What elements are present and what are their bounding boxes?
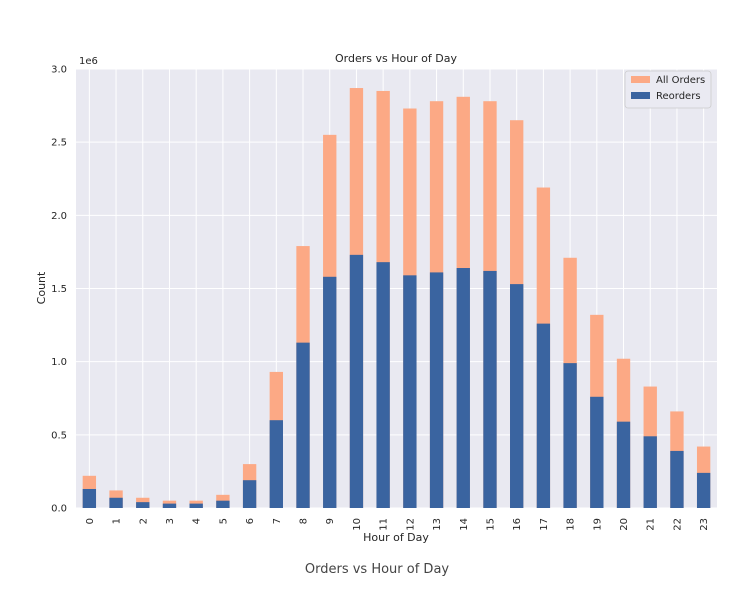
y-axis-label: Count <box>35 271 48 304</box>
bar-reorders <box>162 503 177 508</box>
legend-label-all-orders: All Orders <box>656 75 705 86</box>
y-tick-label: 2.0 <box>51 211 67 222</box>
legend: All Orders Reorders <box>624 70 712 109</box>
bar-reorders <box>536 323 551 508</box>
bar-reorders <box>136 502 150 508</box>
bar-reorders <box>616 421 631 508</box>
figure-caption: Orders vs Hour of Day <box>304 562 450 577</box>
bar-reorders <box>242 480 257 508</box>
x-tick-label: 15 <box>485 518 496 531</box>
bar-reorders <box>670 450 684 508</box>
y-tick-label: 3.0 <box>51 65 67 76</box>
x-tick-label: 1 <box>112 518 123 524</box>
x-tick-label: 21 <box>646 518 657 531</box>
x-axis-label: Hour of Day <box>363 531 429 544</box>
x-tick-label: 7 <box>272 518 283 524</box>
bar-reorders <box>510 284 524 508</box>
bar-reorders <box>323 276 337 508</box>
x-tick-label: 22 <box>672 518 683 531</box>
x-tick-label: 6 <box>245 518 256 524</box>
legend-swatch-reorders <box>631 92 650 99</box>
y-tick-label: 1.5 <box>51 284 67 295</box>
x-tick-label: 13 <box>432 518 443 531</box>
x-tick-labels: 0 1 2 3 4 5 6 7 8 9 10 11 12 13 14 15 16 17 18 19 20 21 22 23 <box>85 518 710 531</box>
bar-reorders <box>563 363 577 508</box>
x-tick-label: 9 <box>325 518 336 524</box>
y-tick-label: 2.5 <box>51 138 67 149</box>
bar-reorders <box>590 396 604 508</box>
y-tick-label: 1.0 <box>51 357 67 368</box>
x-tick-label: 19 <box>592 518 603 531</box>
x-tick-label: 17 <box>539 518 550 531</box>
x-tick-label: 11 <box>379 518 390 531</box>
bar-reorders <box>82 488 97 508</box>
x-tick-label: 20 <box>619 518 630 531</box>
x-tick-label: 5 <box>218 518 229 524</box>
x-tick-label: 0 <box>85 518 96 524</box>
x-tick-label: 12 <box>405 518 416 531</box>
y-gridlines <box>76 68 717 509</box>
bar-reorders <box>216 500 230 508</box>
bar-reorders <box>269 420 283 508</box>
x-tick-label: 16 <box>512 518 523 531</box>
x-tick-label: 2 <box>138 518 149 524</box>
bars <box>82 88 711 509</box>
x-tick-label: 4 <box>192 518 203 524</box>
bar-reorders <box>483 270 497 508</box>
x-tick-label: 10 <box>352 518 363 531</box>
chart-title: Orders vs Hour of Day <box>335 52 458 65</box>
legend-swatch-all-orders <box>631 76 650 83</box>
bar-reorders <box>189 503 203 508</box>
y-tick-label: 0.0 <box>51 504 67 515</box>
x-tick-label: 18 <box>566 518 577 531</box>
bar-reorders <box>376 262 390 508</box>
bar-reorders <box>349 254 364 508</box>
x-tick-label: 3 <box>165 518 176 524</box>
y-tick-label: 0.5 <box>51 430 67 441</box>
x-tick-label: 8 <box>299 518 310 524</box>
bar-reorders <box>296 342 310 508</box>
bar-reorders <box>456 268 470 508</box>
bar-reorders <box>403 275 417 508</box>
y-tick-labels: 0.0 0.5 1.0 1.5 2.0 2.5 3.0 <box>51 65 67 515</box>
bar-reorders <box>429 272 444 508</box>
legend-label-reorders: Reorders <box>656 91 701 102</box>
bar-reorders <box>643 436 657 508</box>
bar-reorders <box>696 472 711 508</box>
x-tick-label: 23 <box>699 518 710 531</box>
y-multiplier-label: 1e6 <box>79 56 98 67</box>
x-tick-label: 14 <box>459 518 470 531</box>
bar-reorders <box>109 497 123 508</box>
